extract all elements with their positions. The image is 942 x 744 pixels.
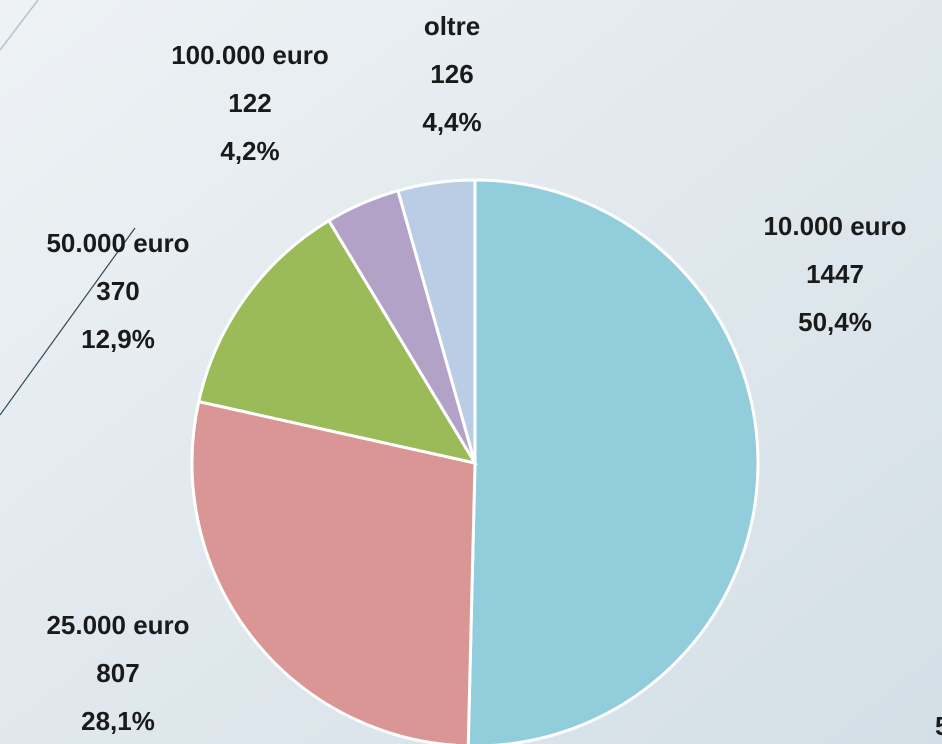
pie-slice <box>190 399 477 744</box>
pie-slice <box>396 178 477 464</box>
slice-value-label: 370 <box>96 276 139 306</box>
slice-category-label: 100.000 euro <box>171 40 329 70</box>
slice-percent-label: 4,2% <box>220 136 279 166</box>
decor-line <box>0 0 39 51</box>
slice-category-label: 50.000 euro <box>46 228 189 258</box>
slice-value-label: 126 <box>430 59 473 89</box>
slice-value-label: 122 <box>228 88 271 118</box>
slide-number: 5 <box>935 711 942 741</box>
slice-category-label: 25.000 euro <box>46 610 189 640</box>
slice-value-label: 1447 <box>806 259 864 289</box>
slice-category-label: 10.000 euro <box>763 211 906 241</box>
slice-percent-label: 28,1% <box>81 706 155 736</box>
pie <box>190 178 760 744</box>
slice-value-label: 807 <box>96 658 139 688</box>
slice-percent-label: 4,4% <box>422 107 481 137</box>
decor-line <box>0 227 136 416</box>
pie-slice <box>466 178 760 744</box>
slice-percent-label: 12,9% <box>81 324 155 354</box>
pie-slice <box>196 218 479 466</box>
slice-category-label: oltre <box>424 11 480 41</box>
slice-percent-label: 50,4% <box>798 307 872 337</box>
labels: 10.000 euro 1447 50,4% 25.000 euro 807 28,1% 5… <box>46 11 906 736</box>
